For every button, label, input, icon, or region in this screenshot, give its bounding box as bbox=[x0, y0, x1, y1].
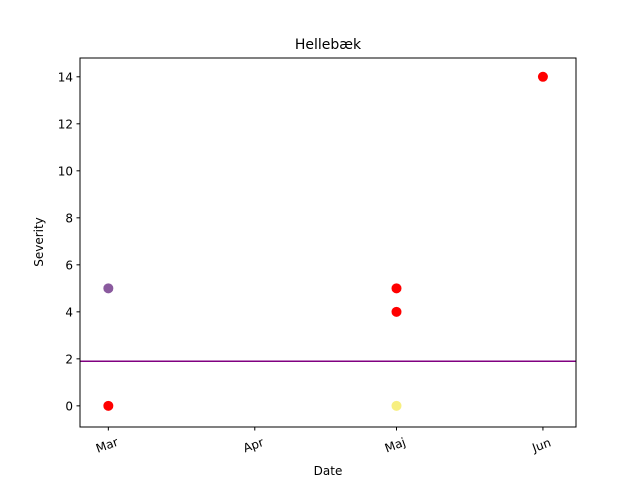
plot-area bbox=[80, 71, 576, 411]
data-point-4 bbox=[391, 283, 402, 294]
x-tick-label: Jun bbox=[529, 435, 552, 455]
chart-title: Hellebæk bbox=[295, 37, 362, 53]
data-point-1 bbox=[103, 283, 114, 294]
y-axis: 0 2 4 6 8 10 12 14 bbox=[58, 70, 80, 413]
x-axis: Mar Apr Maj Jun bbox=[94, 427, 553, 456]
data-point-3 bbox=[391, 306, 402, 317]
data-point-5 bbox=[537, 71, 548, 82]
x-axis-label: Date bbox=[314, 464, 343, 478]
y-tick-label: 6 bbox=[65, 258, 73, 272]
y-tick-label: 8 bbox=[65, 211, 73, 225]
data-point-0 bbox=[103, 400, 114, 411]
y-tick-label: 14 bbox=[58, 70, 73, 84]
y-tick-label: 4 bbox=[65, 305, 73, 319]
x-tick-label: Mar bbox=[94, 435, 120, 456]
y-tick-label: 12 bbox=[58, 117, 73, 131]
x-tick-label: Apr bbox=[241, 435, 265, 455]
plot-frame bbox=[79, 57, 577, 428]
data-point-2 bbox=[391, 400, 402, 411]
y-axis-label: Severity bbox=[32, 217, 46, 267]
x-tick-label: Maj bbox=[383, 435, 408, 455]
y-tick-label: 10 bbox=[58, 164, 73, 178]
y-tick-label: 2 bbox=[65, 352, 73, 366]
y-tick-label: 0 bbox=[65, 399, 73, 413]
